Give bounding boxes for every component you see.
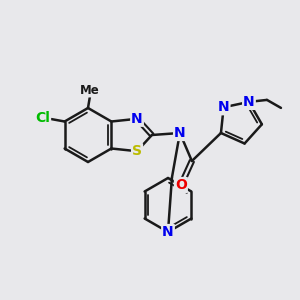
Text: S: S: [132, 144, 142, 158]
Text: N: N: [162, 225, 174, 239]
Text: N: N: [131, 112, 143, 126]
Text: O: O: [175, 178, 187, 192]
Text: N: N: [218, 100, 230, 114]
Text: N: N: [174, 126, 186, 140]
Text: Me: Me: [80, 83, 100, 97]
Text: Cl: Cl: [35, 110, 50, 124]
Text: N: N: [243, 95, 255, 109]
